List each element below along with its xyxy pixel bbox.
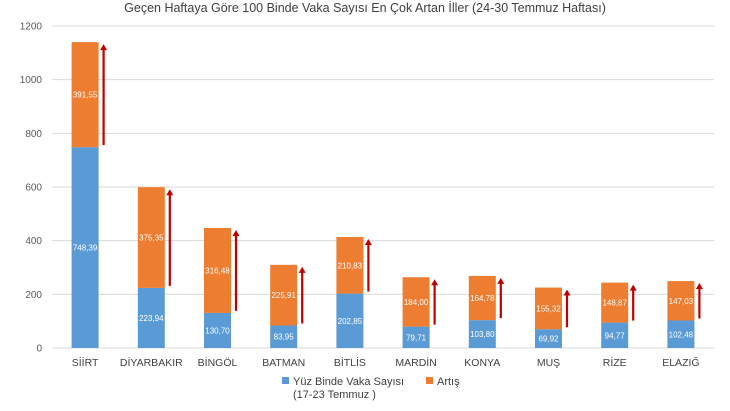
data-label-base: 103,80	[470, 330, 495, 339]
bar-increase	[667, 281, 695, 321]
y-tick-label: 1000	[20, 75, 43, 86]
x-category-label: BİNGÖL	[198, 356, 238, 369]
legend-label-base: Yüz Binde Vaka Sayısı	[293, 376, 405, 388]
data-label-increase: 164,78	[470, 294, 495, 303]
bar-base	[137, 287, 165, 348]
x-category-label: KONYA	[464, 357, 500, 369]
legend-swatch-base	[282, 377, 289, 384]
bar-base	[535, 329, 562, 348]
increase-arrow-head	[364, 238, 372, 245]
y-tick-label: 200	[25, 290, 42, 301]
bar-increase	[601, 282, 629, 323]
data-label-base: 130,70	[205, 326, 230, 335]
data-label-increase: 316,48	[205, 266, 230, 275]
increase-arrow-head	[431, 279, 439, 286]
data-label-base: 748,39	[73, 244, 98, 253]
chart-title: Geçen Haftaya Göre 100 Binde Vaka Sayısı…	[124, 1, 606, 15]
increase-arrow-head	[100, 44, 108, 51]
y-tick-label: 1200	[20, 22, 43, 33]
legend-item-increase: Artış	[426, 376, 460, 389]
increase-arrow-head	[166, 189, 174, 196]
x-category-label: MARDİN	[395, 356, 436, 369]
increase-arrow-head	[497, 277, 505, 284]
legend-label-base-period: (17-23 Temmuz )	[293, 389, 376, 401]
increase-arrow-head	[298, 266, 306, 273]
data-label-increase: 148,87	[602, 299, 627, 308]
data-label-increase: 375,35	[139, 234, 164, 243]
data-label-increase: 155,32	[536, 304, 561, 313]
data-label-base: 94,77	[605, 331, 626, 340]
data-label-base: 83,95	[274, 333, 295, 342]
bar-base	[468, 320, 496, 348]
bar-increase	[402, 277, 430, 327]
x-category-label: DİYARBAKIR	[120, 356, 183, 369]
increase-arrows	[100, 44, 703, 328]
bar-increase	[535, 287, 562, 330]
increase-arrow-head	[629, 284, 637, 291]
data-label-base: 69,92	[538, 335, 559, 344]
data-label-increase: 184,00	[404, 298, 429, 307]
x-axis: SİİRT DİYARBAKIR BİNGÖL BATMAN BİTLİS MARDİN K…	[72, 356, 700, 369]
increase-arrow-head	[695, 283, 703, 290]
data-label-increase: 147,03	[669, 297, 694, 306]
y-tick-label: 600	[25, 183, 42, 194]
bars: 748,39 391,55 223,94 375,35 130,70 316,48 83,9…	[71, 42, 695, 348]
x-category-label: SİİRT	[72, 356, 99, 369]
data-label-increase: 225,91	[271, 291, 296, 300]
bar-base	[336, 293, 364, 348]
increase-arrow-head	[232, 230, 240, 237]
bar-base	[71, 147, 99, 348]
bar-increase	[71, 42, 99, 148]
legend-swatch-increase	[426, 377, 433, 384]
legend-item-base: Yüz Binde Vaka Sayısı (17-23 Temmuz )	[282, 376, 404, 402]
x-category-label: MUŞ	[537, 357, 560, 369]
bar-base	[270, 325, 298, 348]
data-label-base: 102,48	[669, 330, 694, 339]
bar-increase	[137, 187, 165, 288]
y-tick-label: 400	[25, 236, 42, 247]
data-label-increase: 210,83	[338, 261, 363, 270]
bar-increase	[270, 264, 298, 326]
data-label-base: 202,85	[338, 317, 363, 326]
bar-base	[204, 312, 231, 348]
y-tick-label: 0	[36, 344, 42, 355]
bar-base	[402, 326, 430, 348]
increase-arrow-head	[563, 289, 571, 296]
data-label-base: 79,71	[406, 333, 427, 342]
x-category-label: BATMAN	[262, 357, 305, 369]
bar-increase	[204, 228, 231, 313]
x-category-label: ELAZIĞ	[662, 356, 699, 369]
legend-label-increase: Artış	[437, 376, 460, 388]
y-tick-label: 800	[25, 129, 42, 140]
y-axis: 0 200 400 600 800 1000 1200	[20, 22, 43, 355]
bar-base	[667, 320, 695, 348]
data-label-increase: 391,55	[73, 91, 98, 100]
x-category-label: RİZE	[603, 356, 627, 369]
bar-base	[601, 322, 629, 348]
data-label-base: 223,94	[139, 314, 164, 323]
bar-increase	[468, 275, 496, 321]
x-category-label: BİTLİS	[334, 356, 366, 369]
bar-increase	[336, 236, 364, 294]
